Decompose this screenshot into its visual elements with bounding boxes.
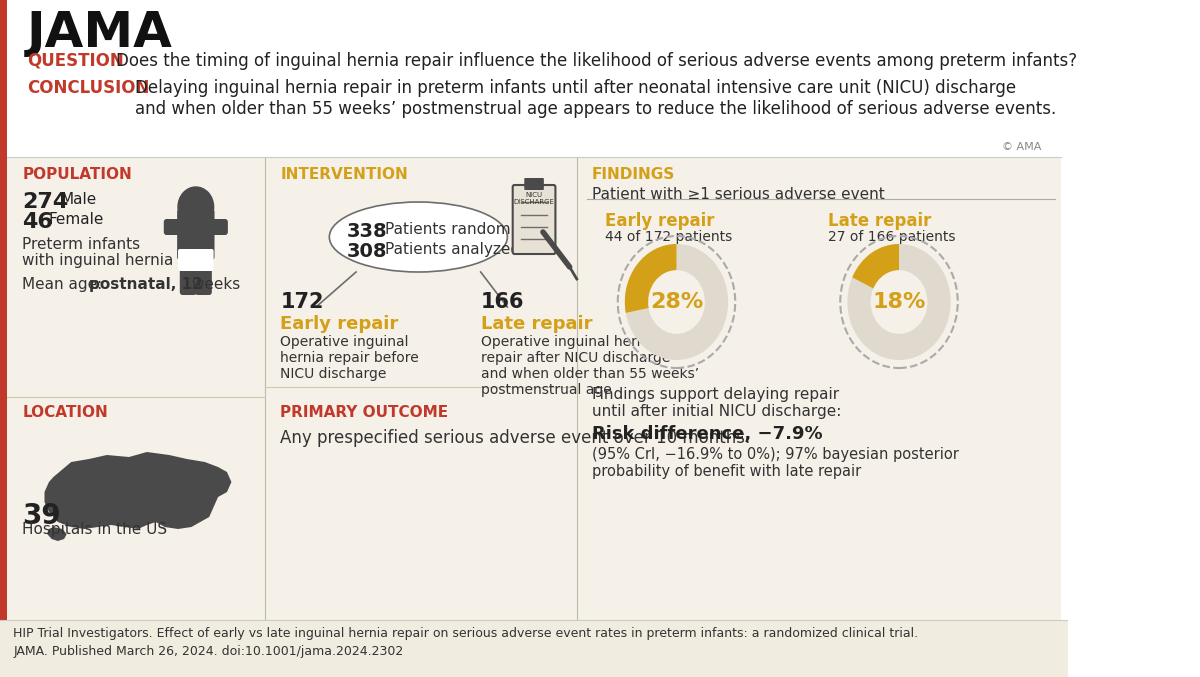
FancyBboxPatch shape	[180, 251, 197, 295]
Text: 166: 166	[481, 292, 524, 312]
Text: Male: Male	[60, 192, 97, 207]
FancyBboxPatch shape	[512, 185, 556, 254]
Text: Patients analyzed: Patients analyzed	[384, 242, 520, 257]
Text: Early repair: Early repair	[605, 212, 715, 230]
Text: QUESTION: QUESTION	[26, 52, 124, 70]
FancyBboxPatch shape	[524, 178, 544, 190]
Text: Any prespecified serious adverse event over 10 months.: Any prespecified serious adverse event o…	[281, 429, 751, 447]
Text: 18%: 18%	[872, 292, 925, 312]
Text: Preterm infants: Preterm infants	[23, 237, 140, 252]
Text: PRIMARY OUTCOME: PRIMARY OUTCOME	[281, 405, 449, 420]
Text: (95% CrI, −16.9% to 0%); 97% bayesian posterior
probability of benefit with late: (95% CrI, −16.9% to 0%); 97% bayesian po…	[592, 447, 959, 479]
Polygon shape	[47, 527, 67, 541]
FancyBboxPatch shape	[7, 0, 1068, 157]
Text: JAMA. Published March 26, 2024. doi:10.1001/jama.2024.2302: JAMA. Published March 26, 2024. doi:10.1…	[13, 645, 403, 658]
FancyBboxPatch shape	[7, 158, 1061, 620]
Text: Late repair: Late repair	[481, 315, 592, 333]
Text: 338: 338	[347, 222, 388, 241]
Text: NICU discharge: NICU discharge	[281, 367, 386, 381]
Text: 28%: 28%	[650, 292, 703, 312]
Text: 44 of 172 patients: 44 of 172 patients	[605, 230, 732, 244]
FancyBboxPatch shape	[194, 251, 212, 295]
Text: Hospitals in the US: Hospitals in the US	[23, 522, 167, 537]
Text: repair after NICU discharge: repair after NICU discharge	[481, 351, 670, 365]
Text: 274: 274	[23, 192, 68, 212]
Text: Late repair: Late repair	[828, 212, 931, 230]
Text: Female: Female	[49, 212, 104, 227]
Text: 308: 308	[347, 242, 388, 261]
Text: INTERVENTION: INTERVENTION	[281, 167, 408, 182]
Text: Operative inguinal: Operative inguinal	[281, 335, 409, 349]
FancyBboxPatch shape	[0, 620, 1068, 677]
Text: CONCLUSION: CONCLUSION	[26, 79, 149, 97]
FancyBboxPatch shape	[0, 0, 7, 677]
Text: 39: 39	[23, 502, 61, 530]
Text: NICU
DISCHARGE: NICU DISCHARGE	[514, 192, 554, 205]
Text: postmenstrual age: postmenstrual age	[481, 383, 612, 397]
Circle shape	[178, 187, 214, 227]
Text: Early repair: Early repair	[281, 315, 398, 333]
Text: Operative inguinal hernia: Operative inguinal hernia	[481, 335, 658, 349]
Text: Does the timing of inguinal hernia repair influence the likelihood of serious ad: Does the timing of inguinal hernia repai…	[115, 52, 1076, 70]
FancyBboxPatch shape	[163, 219, 185, 235]
Text: weeks: weeks	[187, 277, 240, 292]
Text: FINDINGS: FINDINGS	[592, 167, 676, 182]
Text: LOCATION: LOCATION	[23, 405, 108, 420]
Text: Patient with ≥1 serious adverse event: Patient with ≥1 serious adverse event	[592, 187, 884, 202]
Text: and when older than 55 weeks’: and when older than 55 weeks’	[481, 367, 698, 381]
Text: JAMA: JAMA	[26, 9, 173, 57]
Polygon shape	[44, 452, 232, 529]
Wedge shape	[625, 244, 677, 313]
Text: Risk difference, −7.9%: Risk difference, −7.9%	[592, 425, 822, 443]
Text: 172: 172	[281, 292, 324, 312]
Text: HIP Trial Investigators. Effect of early vs late inguinal hernia repair on serio: HIP Trial Investigators. Effect of early…	[13, 627, 918, 640]
Text: 46: 46	[23, 212, 53, 232]
Text: Mean age:: Mean age:	[23, 277, 107, 292]
FancyBboxPatch shape	[0, 0, 1068, 677]
Text: Delaying inguinal hernia repair in preterm infants until after neonatal intensiv: Delaying inguinal hernia repair in prete…	[136, 79, 1056, 118]
Text: with inguinal hernia: with inguinal hernia	[23, 253, 174, 268]
Text: hernia repair before: hernia repair before	[281, 351, 419, 365]
Wedge shape	[852, 244, 899, 288]
Wedge shape	[847, 244, 950, 360]
Text: postnatal, 12: postnatal, 12	[89, 277, 203, 292]
Text: Findings support delaying repair
until after initial NICU discharge:: Findings support delaying repair until a…	[592, 387, 841, 419]
FancyBboxPatch shape	[178, 209, 215, 260]
FancyBboxPatch shape	[208, 219, 228, 235]
Text: © AMA: © AMA	[1002, 142, 1042, 152]
Ellipse shape	[329, 202, 508, 272]
Text: 27 of 166 patients: 27 of 166 patients	[828, 230, 955, 244]
Text: Patients randomized: Patients randomized	[384, 222, 541, 237]
Wedge shape	[625, 244, 728, 360]
Text: POPULATION: POPULATION	[23, 167, 132, 182]
FancyBboxPatch shape	[178, 249, 214, 271]
